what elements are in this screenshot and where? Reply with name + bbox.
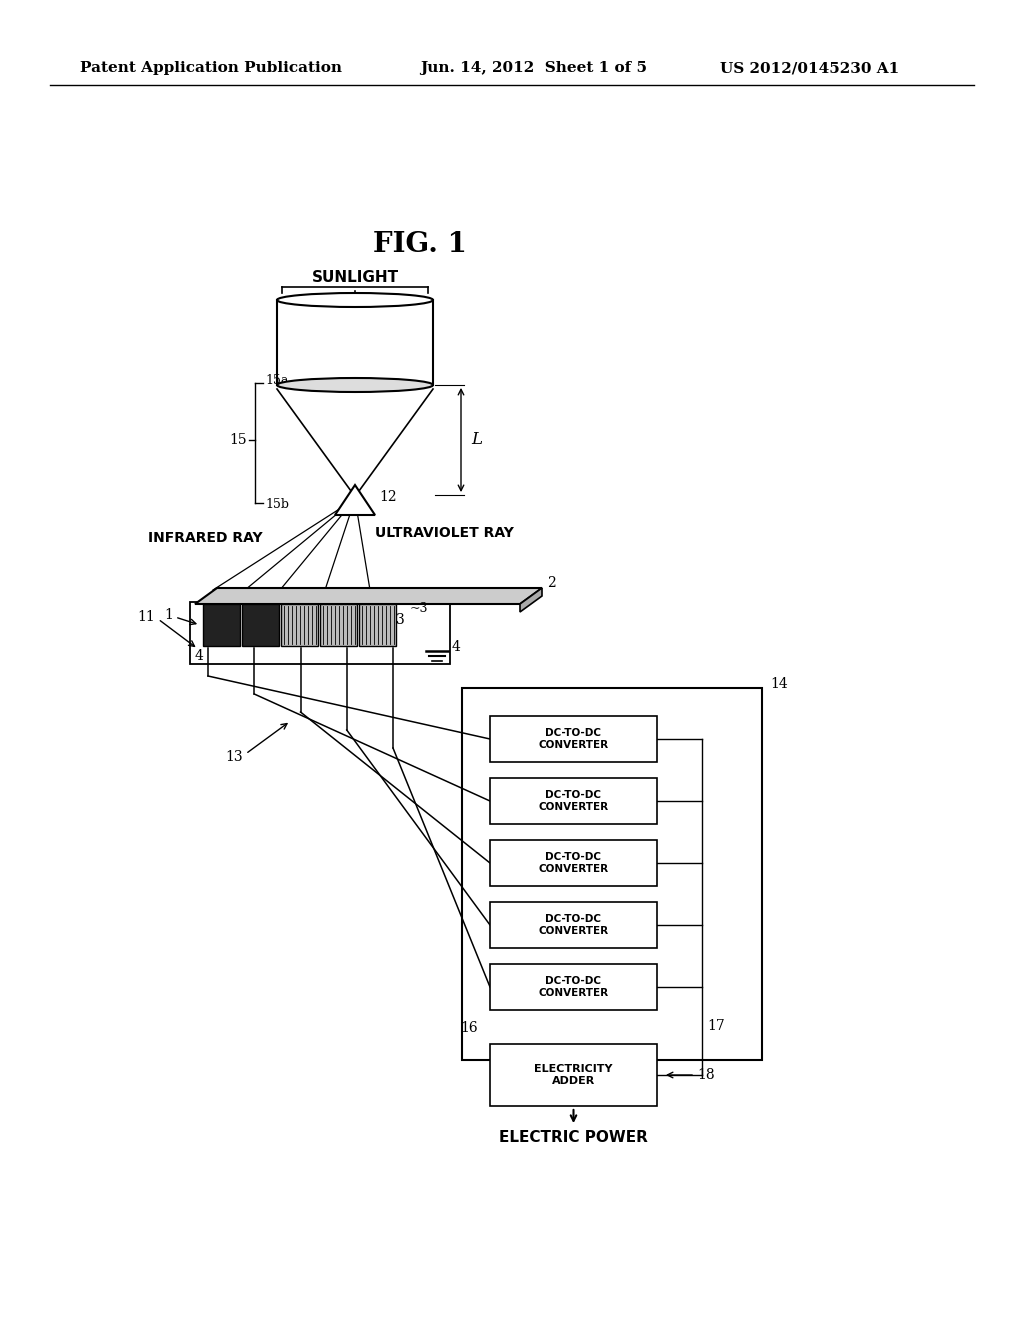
Text: ELECTRICITY
ADDER: ELECTRICITY ADDER (535, 1064, 612, 1086)
Bar (490, 777, 657, 824)
Polygon shape (242, 605, 279, 645)
Text: US 2012/0145230 A1: US 2012/0145230 A1 (720, 61, 899, 75)
Text: 1: 1 (164, 609, 173, 622)
Text: DC-TO-DC
CONVERTER: DC-TO-DC CONVERTER (539, 975, 608, 998)
Text: 15b: 15b (265, 499, 289, 511)
Text: 3: 3 (396, 612, 404, 627)
Text: ULTRAVIOLET RAY: ULTRAVIOLET RAY (375, 525, 514, 540)
Text: DC-TO-DC
CONVERTER: DC-TO-DC CONVERTER (539, 913, 608, 936)
Text: ELECTRIC POWER: ELECTRIC POWER (499, 1130, 648, 1146)
Bar (278, 300, 433, 385)
Polygon shape (359, 605, 396, 645)
Text: 16: 16 (461, 1020, 478, 1035)
Polygon shape (195, 587, 542, 605)
Bar (490, 964, 657, 1010)
Text: 12: 12 (379, 490, 396, 504)
Text: 4: 4 (452, 640, 461, 653)
Text: L: L (471, 432, 482, 449)
Bar (490, 902, 657, 948)
Text: DC-TO-DC
CONVERTER: DC-TO-DC CONVERTER (539, 727, 608, 750)
Text: DC-TO-DC
CONVERTER: DC-TO-DC CONVERTER (539, 789, 608, 812)
Text: 2: 2 (547, 576, 556, 590)
Bar (490, 1044, 657, 1106)
Text: SUNLIGHT: SUNLIGHT (311, 271, 398, 285)
Text: Jun. 14, 2012  Sheet 1 of 5: Jun. 14, 2012 Sheet 1 of 5 (420, 61, 647, 75)
Text: ~3: ~3 (410, 602, 428, 615)
Text: DC-TO-DC
CONVERTER: DC-TO-DC CONVERTER (539, 851, 608, 874)
Ellipse shape (278, 378, 433, 392)
Polygon shape (520, 587, 542, 612)
Bar (462, 688, 762, 1060)
Text: FIG. 1: FIG. 1 (373, 231, 467, 259)
Bar (190, 602, 450, 664)
Text: 17: 17 (707, 1019, 725, 1034)
Polygon shape (335, 484, 375, 515)
Text: Patent Application Publication: Patent Application Publication (80, 61, 342, 75)
Text: 4: 4 (195, 649, 204, 663)
Text: 14: 14 (770, 677, 787, 690)
Text: 18: 18 (697, 1068, 715, 1082)
Bar (490, 715, 657, 762)
Text: 11: 11 (137, 610, 155, 624)
Polygon shape (281, 605, 318, 645)
Ellipse shape (278, 293, 433, 308)
Polygon shape (319, 605, 357, 645)
Text: 13: 13 (225, 750, 243, 764)
Polygon shape (203, 605, 240, 645)
Text: 15: 15 (229, 433, 247, 447)
Text: INFRARED RAY: INFRARED RAY (148, 531, 262, 545)
Text: 15a: 15a (265, 375, 289, 388)
Bar (490, 840, 657, 886)
